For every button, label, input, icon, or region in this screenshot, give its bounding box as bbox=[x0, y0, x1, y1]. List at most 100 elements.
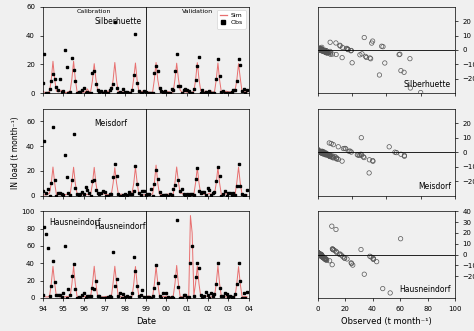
Point bbox=[314, 149, 322, 154]
Point bbox=[318, 46, 325, 51]
Point bbox=[319, 48, 326, 53]
Point bbox=[393, 313, 401, 319]
Point bbox=[318, 253, 326, 258]
Point bbox=[314, 46, 321, 52]
Point bbox=[314, 250, 321, 255]
Point bbox=[358, 153, 365, 158]
Point bbox=[370, 257, 377, 262]
Point bbox=[324, 152, 331, 157]
Point bbox=[316, 47, 324, 52]
Point bbox=[317, 253, 324, 258]
Point bbox=[326, 152, 334, 158]
Point bbox=[318, 149, 326, 154]
Point bbox=[317, 150, 324, 155]
Point bbox=[391, 150, 399, 155]
Point bbox=[330, 248, 338, 253]
Point bbox=[357, 247, 365, 252]
Point bbox=[316, 252, 323, 257]
Point bbox=[315, 252, 322, 257]
Point bbox=[319, 149, 326, 154]
Point bbox=[316, 47, 323, 52]
Point bbox=[329, 247, 337, 252]
Point bbox=[314, 148, 321, 153]
Point bbox=[333, 250, 340, 255]
Point bbox=[314, 250, 321, 255]
Point bbox=[314, 46, 321, 52]
Legend: Sim, Obs: Sim, Obs bbox=[217, 10, 246, 28]
Point bbox=[323, 258, 330, 263]
Point bbox=[319, 48, 326, 53]
Point bbox=[317, 252, 325, 258]
Point bbox=[315, 149, 323, 154]
Point bbox=[314, 47, 322, 52]
Point bbox=[314, 148, 321, 154]
Point bbox=[314, 148, 322, 153]
Point bbox=[321, 256, 328, 261]
Point bbox=[360, 155, 368, 160]
Point bbox=[326, 140, 333, 146]
Text: Silberhuette: Silberhuette bbox=[404, 80, 451, 89]
Point bbox=[314, 250, 321, 255]
Point bbox=[314, 251, 321, 256]
Point bbox=[366, 55, 374, 61]
Point bbox=[438, 309, 446, 314]
Point bbox=[314, 251, 321, 256]
Point bbox=[319, 151, 327, 156]
Point bbox=[370, 256, 377, 261]
Point bbox=[323, 257, 330, 262]
Point bbox=[346, 148, 354, 154]
Point bbox=[327, 153, 335, 158]
Point bbox=[348, 60, 356, 66]
Point bbox=[314, 251, 321, 256]
Point bbox=[318, 47, 325, 53]
Point bbox=[318, 45, 326, 50]
Point bbox=[314, 149, 321, 154]
Point bbox=[317, 252, 324, 258]
Point bbox=[465, 213, 473, 218]
Point bbox=[316, 252, 324, 257]
Point bbox=[316, 252, 323, 258]
Point bbox=[314, 250, 321, 256]
Point bbox=[317, 46, 325, 52]
Point bbox=[320, 49, 328, 54]
Point bbox=[401, 154, 408, 159]
Point bbox=[360, 154, 367, 160]
Point bbox=[317, 150, 325, 155]
Point bbox=[317, 47, 324, 52]
Point bbox=[318, 253, 326, 258]
Point bbox=[339, 254, 347, 260]
Point bbox=[327, 40, 334, 45]
Point bbox=[314, 250, 321, 255]
Point bbox=[314, 251, 321, 256]
Point bbox=[316, 251, 324, 257]
Point bbox=[354, 152, 361, 157]
Point bbox=[356, 52, 364, 58]
Point bbox=[319, 150, 326, 156]
Point bbox=[317, 150, 325, 155]
Point bbox=[315, 149, 322, 155]
Point bbox=[349, 262, 356, 268]
Point bbox=[381, 60, 389, 66]
Point bbox=[396, 52, 404, 57]
Point bbox=[319, 254, 326, 259]
Point bbox=[320, 49, 328, 54]
Point bbox=[322, 49, 329, 54]
Point bbox=[321, 151, 329, 157]
Point bbox=[315, 251, 322, 257]
Point bbox=[314, 250, 321, 256]
Point bbox=[314, 251, 321, 256]
Point bbox=[379, 286, 386, 291]
Point bbox=[317, 47, 324, 52]
Point bbox=[370, 193, 377, 198]
Point bbox=[314, 149, 321, 154]
Point bbox=[324, 152, 331, 158]
Point bbox=[321, 151, 328, 156]
Point bbox=[345, 149, 353, 154]
Point bbox=[347, 48, 355, 54]
Point bbox=[324, 50, 332, 55]
Point bbox=[315, 147, 322, 153]
Point bbox=[314, 250, 322, 256]
Point bbox=[315, 149, 323, 154]
Point bbox=[314, 46, 321, 51]
Point bbox=[322, 152, 329, 158]
